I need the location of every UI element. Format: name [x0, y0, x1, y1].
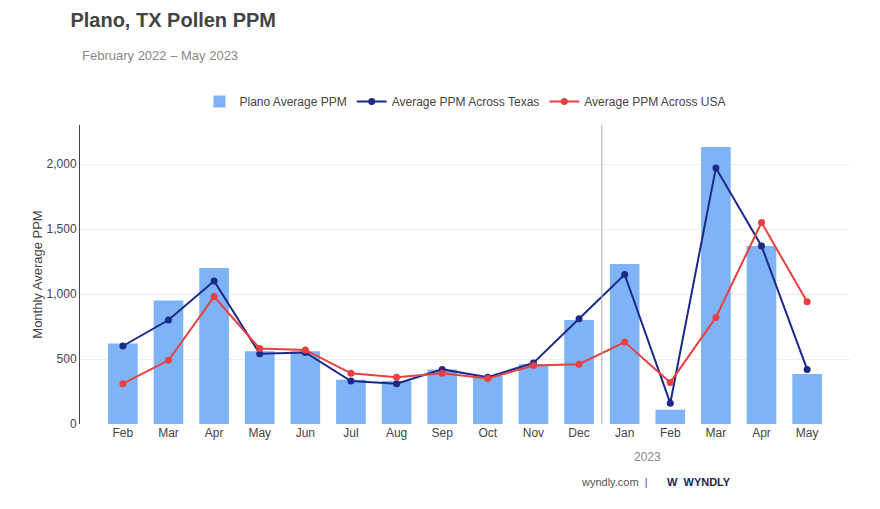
svg-text:Jan: Jan — [615, 426, 634, 440]
svg-text:1,000: 1,000 — [47, 287, 77, 301]
svg-text:Average PPM Across USA: Average PPM Across USA — [584, 95, 725, 109]
svg-text:Feb: Feb — [660, 426, 681, 440]
svg-text:Plano Average PPM: Plano Average PPM — [240, 95, 347, 109]
svg-text:Mar: Mar — [706, 426, 727, 440]
svg-text:Average PPM Across Texas: Average PPM Across Texas — [392, 95, 540, 109]
svg-text:Sep: Sep — [432, 426, 454, 440]
svg-text:Aug: Aug — [386, 426, 407, 440]
svg-text:500: 500 — [57, 352, 77, 366]
svg-text:1,500: 1,500 — [47, 222, 77, 236]
svg-text:Jul: Jul — [343, 426, 358, 440]
svg-text:Feb: Feb — [113, 426, 134, 440]
svg-text:Mar: Mar — [158, 426, 179, 440]
svg-text:Plano, TX Pollen PPM: Plano, TX Pollen PPM — [70, 9, 276, 31]
svg-text:February 2022 – May 2023: February 2022 – May 2023 — [82, 48, 238, 63]
svg-text:Jun: Jun — [296, 426, 315, 440]
svg-text:Oct: Oct — [478, 426, 497, 440]
svg-text:0: 0 — [70, 417, 77, 431]
svg-text:Nov: Nov — [523, 426, 544, 440]
svg-text:wyndly.com |: wyndly.com | — [581, 476, 648, 488]
svg-text:May: May — [248, 426, 271, 440]
svg-text:May: May — [796, 426, 819, 440]
svg-text:2023: 2023 — [634, 450, 661, 464]
svg-text:Dec: Dec — [568, 426, 589, 440]
svg-text:Apr: Apr — [205, 426, 224, 440]
svg-text:Apr: Apr — [752, 426, 771, 440]
svg-text:Monthly Average PPM: Monthly Average PPM — [30, 210, 45, 338]
svg-text:W WYNDLY: W WYNDLY — [667, 476, 731, 488]
svg-text:2,000: 2,000 — [47, 157, 77, 171]
